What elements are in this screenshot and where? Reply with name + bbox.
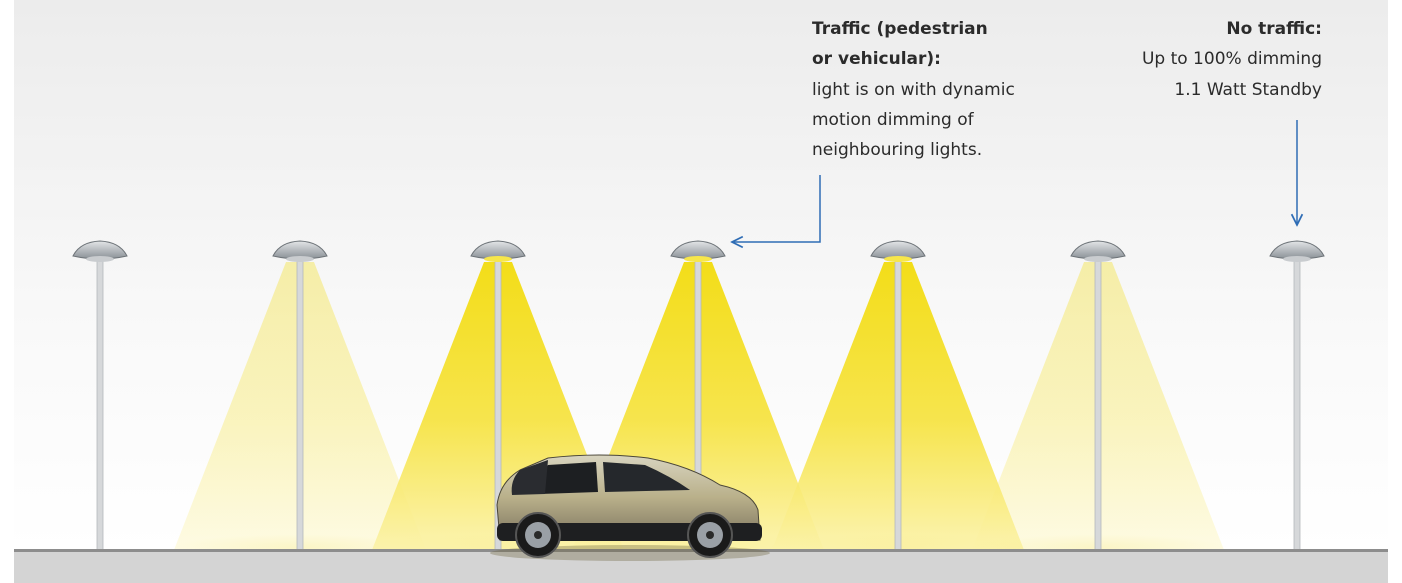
annotation-text: neighbouring lights. xyxy=(812,140,982,160)
lamp-lens xyxy=(884,256,912,262)
lamp-pole xyxy=(1095,260,1101,550)
page: {"annotations": { "traffic": {"title_lin… xyxy=(0,0,1402,583)
lamp-lens xyxy=(484,256,512,262)
lamp-pole xyxy=(97,260,103,550)
annotation-text: light is on with dynamic xyxy=(812,80,1015,100)
lamp-lens xyxy=(684,256,712,262)
annotation-text: Up to 100% dimming xyxy=(1142,49,1322,69)
annotation-title: or vehicular): xyxy=(812,49,941,69)
annotation-title: No traffic: xyxy=(1226,19,1322,39)
lamp-pole xyxy=(895,260,901,550)
illustration: Traffic (pedestrian or vehicular): light… xyxy=(0,0,1402,583)
lamp-pole xyxy=(1294,260,1300,550)
lamp-lens xyxy=(286,256,314,262)
annotation-text: 1.1 Watt Standby xyxy=(1174,80,1322,100)
lamp-lens xyxy=(1084,256,1112,262)
annotation-text: motion dimming of xyxy=(812,110,975,130)
lamp-pole xyxy=(297,260,303,550)
annotation-title: Traffic (pedestrian xyxy=(812,19,988,39)
lamp-lens xyxy=(86,256,114,262)
lamp-lens xyxy=(1283,256,1311,262)
